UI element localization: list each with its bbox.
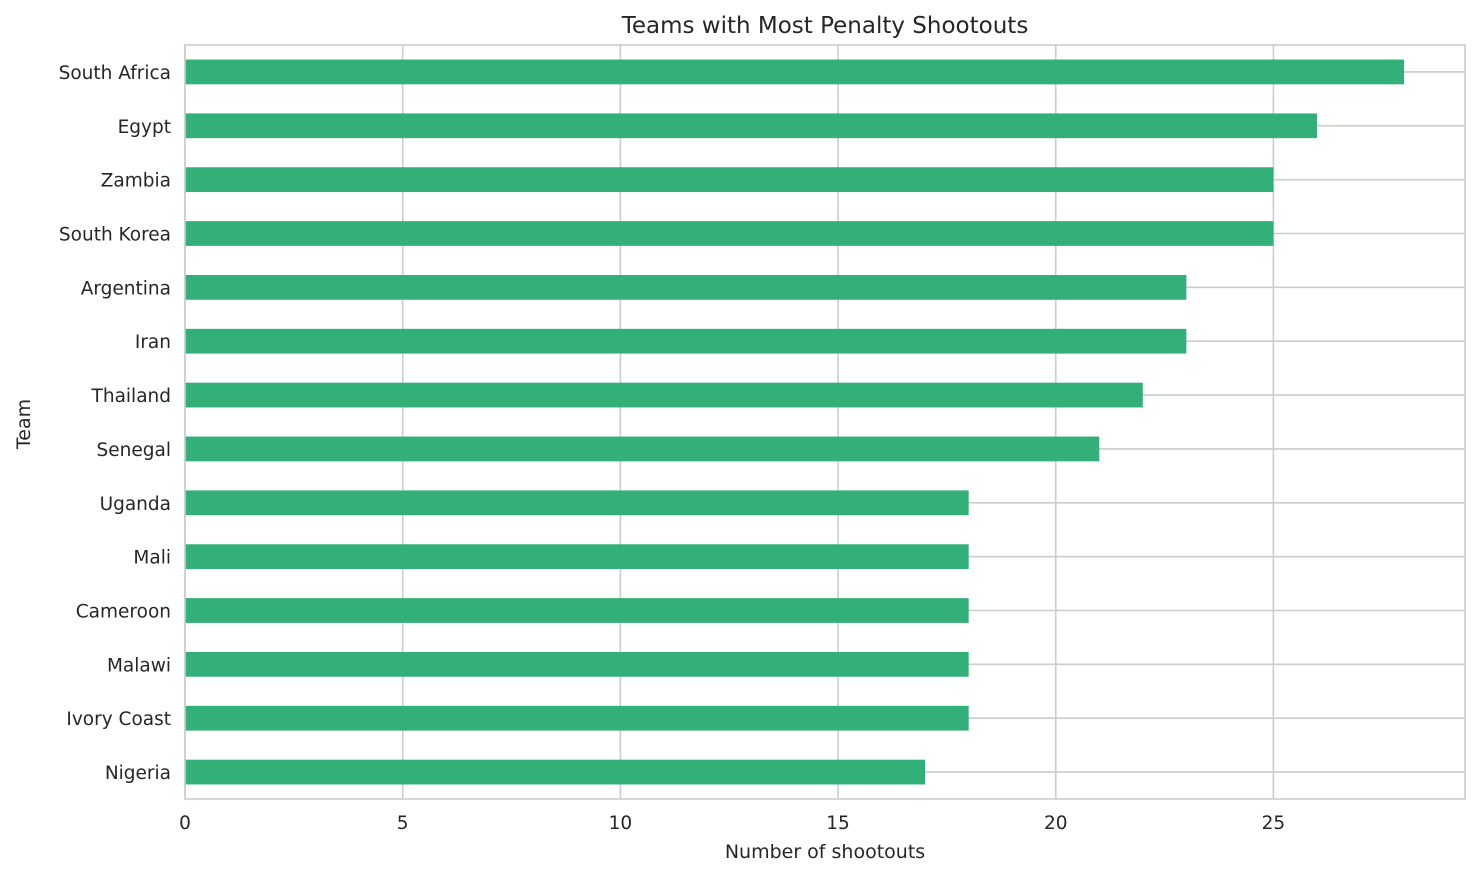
y-tick-label: Cameroon <box>76 602 171 623</box>
bar <box>185 436 1100 462</box>
x-tick-label: 5 <box>397 813 409 834</box>
y-tick-label: Nigeria <box>105 763 171 784</box>
x-axis-label: Number of shootouts <box>725 841 925 863</box>
y-tick-label: Argentina <box>81 278 171 299</box>
y-tick-label: Senegal <box>97 440 171 461</box>
x-tick-label: 20 <box>1044 813 1068 834</box>
bar <box>185 59 1405 85</box>
bar <box>185 221 1274 246</box>
y-tick-label: Mali <box>133 548 171 569</box>
x-tick-label: 15 <box>826 813 850 834</box>
chart-title: Teams with Most Penalty Shootouts <box>621 13 1029 39</box>
bar <box>185 274 1187 300</box>
x-tick-labels: 0 5 10 15 20 25 <box>179 813 1285 834</box>
bar <box>185 113 1317 139</box>
bar <box>185 651 969 677</box>
y-tick-label: Iran <box>135 332 171 353</box>
y-axis-label: Team <box>13 399 35 450</box>
y-tick-label: Uganda <box>100 494 171 515</box>
plot-frame <box>184 44 1466 800</box>
bar <box>185 544 969 570</box>
x-tick-label: 0 <box>179 813 191 834</box>
x-tick-label: 10 <box>609 813 633 834</box>
y-tick-labels: South Africa Egypt Zambia South Korea Argent… <box>59 63 171 784</box>
y-tick-label: Egypt <box>118 117 171 138</box>
bar <box>185 490 969 516</box>
y-tick-label: South Africa <box>59 63 171 84</box>
y-tick-label: Malawi <box>107 655 171 676</box>
bars <box>185 59 1405 785</box>
grid-lines <box>184 45 1465 799</box>
bar <box>185 598 969 623</box>
bar <box>185 382 1143 408</box>
y-tick-label: South Korea <box>59 225 171 246</box>
y-tick-label: Thailand <box>91 386 171 407</box>
bar <box>185 328 1187 354</box>
bar <box>185 759 926 785</box>
bar <box>185 167 1274 193</box>
y-tick-label: Ivory Coast <box>66 709 171 730</box>
y-tick-label: Zambia <box>101 171 171 192</box>
x-tick-label: 25 <box>1262 813 1286 834</box>
bar <box>185 705 969 731</box>
